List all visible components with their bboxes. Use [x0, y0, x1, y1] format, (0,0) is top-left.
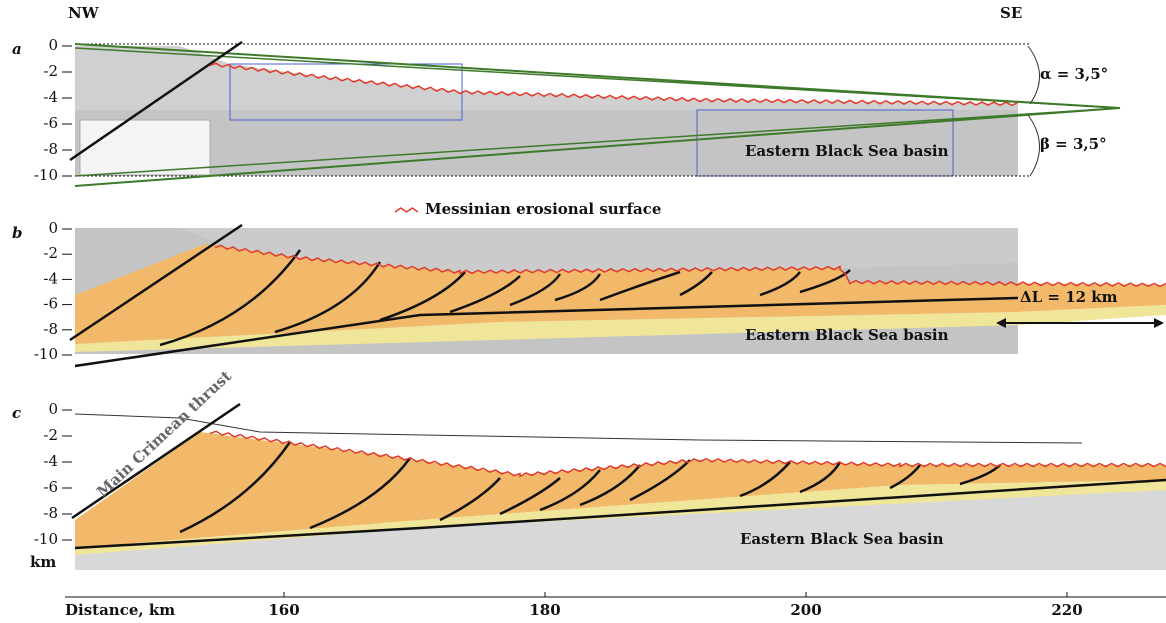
alpha-label: α = 3,5° — [1040, 65, 1108, 83]
nw-label: NW — [68, 4, 100, 22]
distance-tick-label: 160 — [268, 601, 299, 619]
thrust-fault — [69, 223, 243, 342]
thrust-fault — [69, 40, 243, 162]
seismic-upper — [75, 228, 1018, 272]
depth-tick-label: -4 — [43, 452, 58, 470]
green-line — [74, 107, 1121, 177]
depth-tick-label: 0 — [48, 400, 58, 418]
legend-label: Messinian erosional surface — [425, 200, 661, 218]
erosional-surface — [214, 244, 1166, 288]
detachment — [74, 296, 1019, 368]
basin-label: Eastern Black Sea basin — [740, 530, 944, 548]
sediment — [75, 244, 1166, 344]
faults — [179, 441, 1001, 534]
distance-tick-label: 180 — [529, 601, 560, 619]
brace — [1027, 114, 1040, 177]
panel-label: c — [12, 404, 21, 422]
depth-tick-label: -2 — [43, 62, 58, 80]
basin-label: Eastern Black Sea basin — [745, 142, 949, 160]
depth-tick-label: -2 — [43, 244, 58, 262]
basin-label: Eastern Black Sea basin — [745, 326, 949, 344]
brace — [1027, 45, 1040, 105]
thrust-fault — [71, 402, 241, 520]
legend-symbol — [394, 207, 419, 213]
panel-a — [69, 40, 1121, 187]
faults — [159, 249, 851, 347]
sediment — [75, 432, 1166, 548]
erosional-surface — [209, 430, 1166, 478]
depth-tick-label: 0 — [48, 219, 58, 237]
beta-label: β = 3,5° — [1040, 135, 1107, 153]
se-label: SE — [1000, 4, 1022, 22]
green-line — [74, 47, 1121, 109]
distance-tick-label: 200 — [790, 601, 821, 619]
depth-tick-label: -4 — [43, 88, 58, 106]
seismic-upper — [75, 46, 1018, 110]
depth-tick-label: -8 — [43, 504, 58, 522]
panel-label: a — [12, 40, 22, 58]
depth-tick-label: -8 — [43, 320, 58, 338]
depth-tick-label: -6 — [43, 478, 58, 496]
inset — [79, 119, 211, 176]
depth-tick-label: -10 — [34, 530, 58, 548]
depth-tick-label: -2 — [43, 426, 58, 444]
depth-tick-label: -6 — [43, 295, 58, 313]
detachment — [74, 478, 1166, 550]
depth-tick-label: -4 — [43, 269, 58, 287]
depth-tick-label: -10 — [34, 166, 58, 184]
sediment-base — [75, 305, 1166, 352]
panel-b — [69, 223, 1166, 368]
seafloor — [74, 413, 1083, 444]
panel-c — [71, 402, 1166, 570]
depth-tick-label: 0 — [48, 36, 58, 54]
panel-label: b — [12, 224, 23, 242]
basement — [75, 490, 1166, 570]
distance-label: Distance, km — [65, 601, 175, 619]
erosional-surface — [209, 62, 1019, 107]
distance-tick-label: 220 — [1051, 601, 1082, 619]
shortening-label: ΔL = 12 km — [1020, 288, 1118, 306]
green-line — [74, 107, 1121, 187]
depth-tick-label: -6 — [43, 114, 58, 132]
depth-unit: km — [30, 553, 56, 571]
depth-tick-label: -10 — [34, 345, 58, 363]
depth-tick-label: -8 — [43, 140, 58, 158]
